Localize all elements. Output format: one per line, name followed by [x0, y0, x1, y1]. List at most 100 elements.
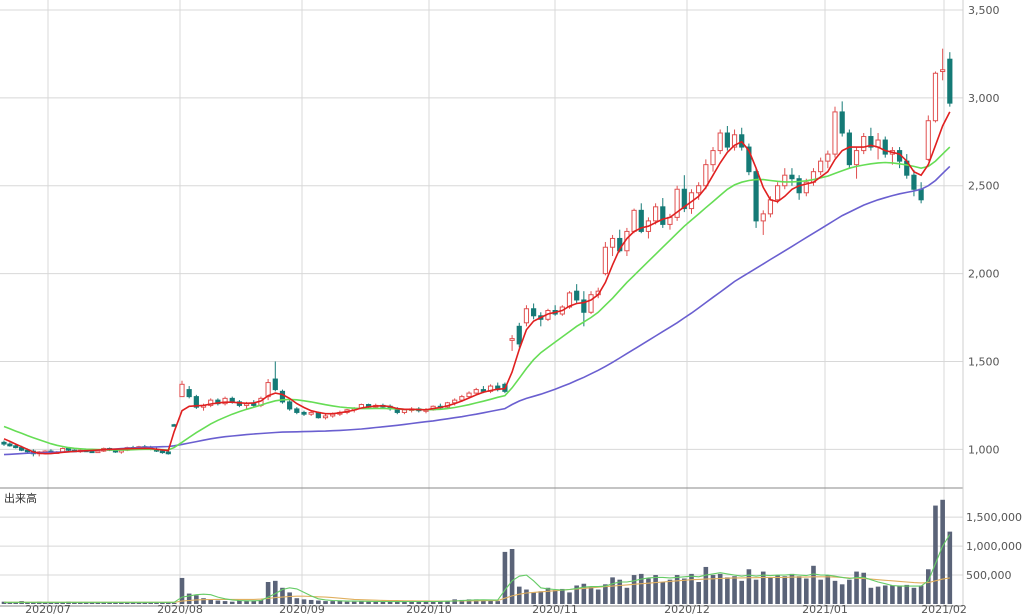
candle-body: [789, 174, 795, 180]
candle-body: [839, 111, 845, 134]
candle-body: [480, 389, 486, 392]
candle-body: [703, 164, 709, 187]
price-tick-label: 2,000: [968, 268, 1000, 281]
volume-bar: [222, 601, 228, 604]
volume-bar: [60, 602, 65, 604]
volume-bar: [430, 601, 436, 604]
candle-body: [925, 120, 931, 160]
candle-body: [523, 308, 530, 324]
candle-body: [401, 409, 408, 413]
volume-bar: [394, 601, 400, 604]
volume-bar: [179, 577, 185, 604]
volume-bar: [359, 601, 364, 604]
x-axis: 2020/07 2020/08 2020/09 2020/10 2020/11 2020/…: [25, 603, 967, 614]
volume-bar: [25, 602, 30, 604]
price-tick-label: 1,000: [968, 443, 1000, 456]
volume-bar: [272, 580, 278, 604]
candle-body: [487, 385, 494, 392]
volume-tick-label: 1,000,000: [966, 540, 1022, 553]
candle-body: [459, 396, 465, 401]
volume-bar: [42, 602, 48, 604]
volume-bar: [402, 601, 407, 604]
candle-body: [165, 451, 171, 455]
candle-body: [818, 160, 824, 173]
volume-bar: [588, 586, 594, 604]
volume-bar: [251, 600, 257, 604]
candle-body: [868, 136, 874, 148]
candle-body: [767, 199, 774, 215]
x-tick-label: 2021/02: [921, 603, 967, 614]
volume-bar: [77, 602, 83, 604]
candle-body: [19, 447, 25, 451]
candle-body: [932, 72, 939, 122]
x-tick-label: 2021/01: [802, 603, 848, 614]
candle-body: [516, 325, 522, 345]
volume-bar: [95, 602, 101, 604]
x-tick-label: 2020/09: [279, 603, 325, 614]
candle-body: [947, 58, 953, 104]
volume-bar: [940, 499, 945, 604]
candle-body: [581, 299, 587, 313]
candle-body: [782, 174, 788, 187]
price-tick-label: 2,500: [968, 180, 1000, 193]
candle-body: [287, 401, 293, 410]
volume-bar: [825, 575, 831, 604]
candle-body: [674, 188, 680, 218]
volume-bar: [495, 601, 501, 604]
candle-body: [753, 171, 759, 222]
candle-body: [531, 308, 537, 317]
candle-body: [681, 188, 687, 210]
volume-bar: [696, 582, 701, 604]
volume-bar: [631, 575, 637, 604]
x-tick-label: 2020/07: [25, 603, 71, 614]
volume-bar: [739, 580, 745, 604]
volume-bar: [832, 580, 838, 604]
candle-body: [760, 213, 766, 222]
volume-y-axis: 500,000 1,000,000 1,500,000: [966, 511, 1022, 582]
volume-bar: [107, 602, 112, 604]
volume-bar: [416, 601, 422, 604]
candle-body: [509, 338, 515, 341]
volume-bar: [280, 587, 285, 604]
volume-bar: [839, 584, 845, 604]
volume-bar: [409, 601, 414, 604]
candle-body: [574, 290, 580, 301]
volume-bar: [854, 571, 859, 604]
volume-bar: [746, 569, 752, 604]
candle-body: [609, 237, 616, 248]
volume-bar: [148, 602, 153, 604]
volume-bar: [7, 602, 13, 604]
candle-body: [631, 209, 637, 232]
volume-tick-label: 1,500,000: [966, 511, 1022, 524]
volume-bar: [710, 575, 716, 604]
volume-bar: [13, 602, 19, 604]
volume-bar: [186, 593, 192, 604]
volume-bar: [760, 571, 766, 604]
candle-body: [229, 397, 235, 403]
volume-bar: [154, 602, 159, 604]
volume-bar: [725, 577, 730, 604]
volume-bar: [387, 601, 393, 604]
volume-tick-label: 500,000: [966, 569, 1012, 582]
volume-bar: [861, 572, 867, 604]
volume-bar: [481, 600, 486, 604]
candle-body: [940, 69, 946, 73]
candle-body: [918, 188, 924, 201]
volume-bar: [610, 577, 615, 604]
volume-bar: [423, 601, 429, 604]
volume-bar: [113, 602, 118, 604]
volume-bars: [1, 499, 953, 604]
candle-body: [717, 132, 723, 152]
volume-bar: [847, 579, 852, 604]
volume-bar: [653, 575, 658, 604]
volume-bar: [316, 600, 321, 604]
candle-body: [746, 146, 752, 173]
volume-bar: [380, 601, 386, 604]
volume-bar: [344, 601, 350, 604]
ma-long-line: [3, 165, 951, 456]
price-tick-label: 1,500: [968, 355, 1000, 368]
candle-body: [294, 408, 300, 413]
candle-body: [710, 150, 716, 166]
volume-bar: [308, 599, 314, 604]
